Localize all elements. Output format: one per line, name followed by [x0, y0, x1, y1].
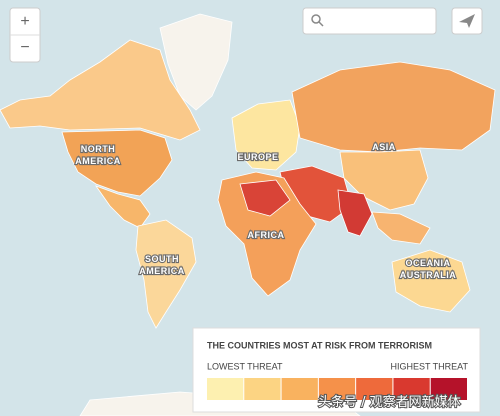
- india: [337, 189, 373, 237]
- usa: [61, 129, 173, 197]
- region-label: AUSTRALIA: [400, 270, 457, 280]
- region-label: NORTH: [81, 144, 116, 154]
- sahel: [239, 179, 291, 217]
- europe: [231, 99, 301, 171]
- legend-title: THE COUNTRIES MOST AT RISK FROM TERRORIS…: [207, 340, 432, 350]
- region-label: ASIA: [372, 142, 396, 152]
- legend-swatch: [430, 378, 467, 400]
- legend-swatch: [207, 378, 244, 400]
- zoom-in[interactable]: +: [20, 13, 29, 30]
- region-label: OCEANIA: [405, 258, 450, 268]
- zoom-out[interactable]: −: [20, 39, 29, 56]
- region-label: SOUTH: [145, 254, 179, 264]
- australia: [391, 249, 471, 313]
- legend: THE COUNTRIES MOST AT RISK FROM TERRORIS…: [192, 327, 481, 413]
- canada: [0, 39, 201, 141]
- legend-swatch: [244, 378, 281, 400]
- south-america: [135, 219, 197, 329]
- search-icon: [311, 14, 321, 24]
- legend-swatch: [318, 378, 356, 400]
- legend-high: HIGHEST THREAT: [390, 361, 468, 371]
- region-label: AMERICA: [139, 266, 185, 276]
- region-labels: NORTH AMERICA EUROPE ASIA AFRICA SOUTH A…: [74, 141, 457, 281]
- africa: [217, 171, 317, 297]
- search: [302, 7, 483, 35]
- southeast-asia: [371, 211, 431, 245]
- region-label: AMERICA: [75, 156, 121, 166]
- zoom-controls: + −: [9, 7, 41, 63]
- search-icon-handle: [318, 21, 324, 27]
- region-label: EUROPE: [237, 152, 278, 162]
- watermark: 头条号 / 观察者网新媒体: [318, 394, 461, 410]
- mexico: [94, 185, 151, 229]
- legend-low: LOWEST THREAT: [207, 361, 283, 371]
- legend-swatch: [281, 378, 318, 400]
- legend-swatch: [393, 378, 430, 400]
- greenland: [159, 13, 233, 111]
- search-box[interactable]: [302, 7, 437, 35]
- russia: [291, 61, 496, 153]
- legend-swatch: [356, 378, 393, 400]
- region-label: AFRICA: [248, 230, 285, 240]
- locate-icon: [459, 14, 475, 28]
